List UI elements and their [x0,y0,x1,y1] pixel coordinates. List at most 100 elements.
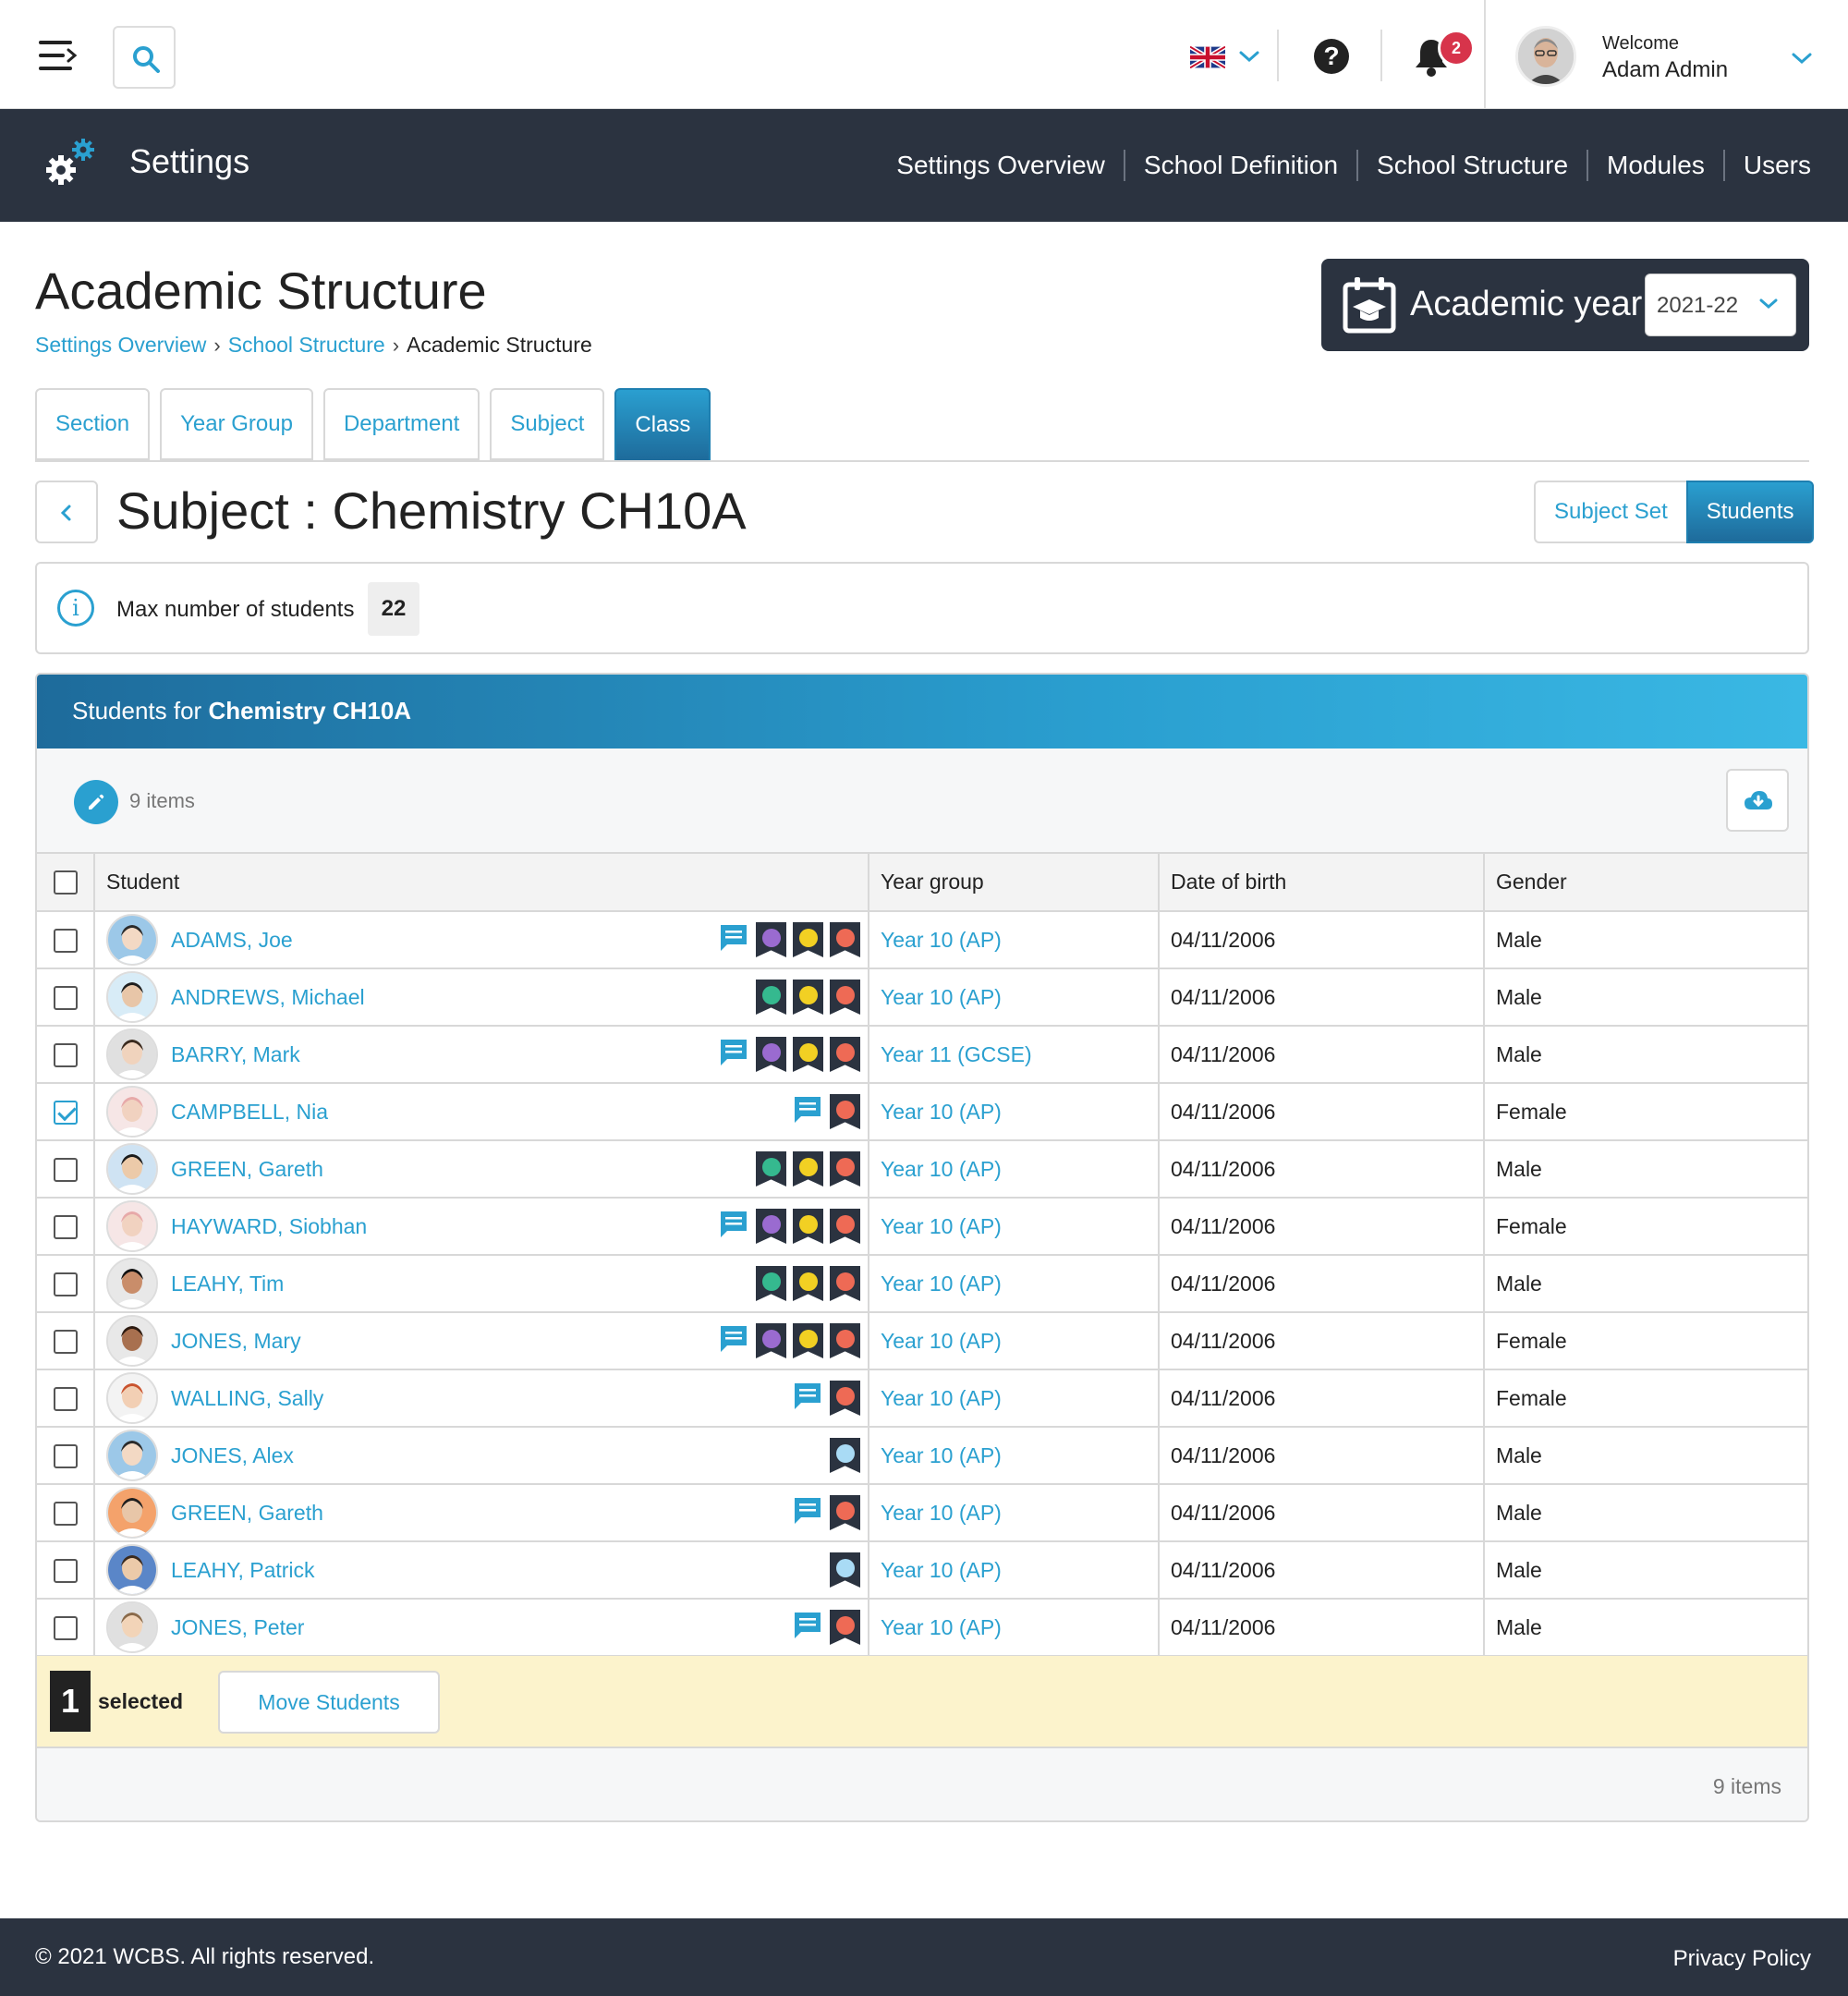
chevron-down-icon[interactable] [1238,48,1260,65]
red-flag-badge-icon[interactable] [830,1381,860,1416]
nav-modules[interactable]: Modules [1607,151,1705,179]
privacy-policy-link[interactable]: Privacy Policy [1672,1946,1811,1971]
table-row[interactable]: HAYWARD, Siobhan Year 10 (AP) 04/11/2006 Fe… [37,1198,1807,1256]
red-flag-badge-icon[interactable] [830,1323,860,1358]
students-button[interactable]: Students [1685,481,1815,543]
red-flag-badge-icon[interactable] [830,1266,860,1301]
student-name-link[interactable]: ANDREWS, Michael [171,984,365,1009]
row-checkbox[interactable] [53,1100,78,1125]
search-button[interactable] [113,26,176,89]
yellow-flag-badge-icon[interactable] [793,1266,823,1301]
row-checkbox[interactable] [53,1615,78,1640]
yellow-flag-badge-icon[interactable] [793,980,823,1015]
breadcrumb-school-structure[interactable]: School Structure [227,333,385,357]
year-group-link[interactable]: Year 10 (AP) [881,1213,1002,1238]
table-row[interactable]: JONES, Mary Year 10 (AP) 04/11/2006 Female [37,1312,1807,1370]
nav-school-definition[interactable]: School Definition [1143,151,1339,179]
student-name-link[interactable]: JONES, Mary [171,1328,301,1353]
red-flag-badge-icon[interactable] [830,1151,860,1187]
nav-settings-overview[interactable]: Settings Overview [896,151,1105,179]
table-row[interactable]: JONES, Peter Year 10 (AP) 04/11/2006 Male [37,1599,1807,1657]
table-row[interactable]: LEAHY, Patrick Year 10 (AP) 04/11/2006 Male [37,1541,1807,1600]
purple-flag-badge-icon[interactable] [756,1037,786,1072]
yellow-flag-badge-icon[interactable] [793,1151,823,1187]
year-group-link[interactable]: Year 11 (GCSE) [881,1041,1032,1066]
yellow-flag-badge-icon[interactable] [793,1209,823,1244]
comment-icon[interactable] [792,1495,823,1530]
red-flag-badge-icon[interactable] [830,1495,860,1530]
student-name-link[interactable]: WALLING, Sally [171,1385,324,1410]
student-name-link[interactable]: CAMPBELL, Nia [171,1099,329,1124]
yellow-flag-badge-icon[interactable] [793,1323,823,1358]
yellow-flag-badge-icon[interactable] [793,1037,823,1072]
year-group-link[interactable]: Year 10 (AP) [881,1442,1002,1467]
red-flag-badge-icon[interactable] [830,922,860,957]
student-name-link[interactable]: HAYWARD, Siobhan [171,1213,368,1238]
lightblue-flag-badge-icon[interactable] [830,1552,860,1588]
comment-icon[interactable] [718,1323,749,1358]
red-flag-badge-icon[interactable] [830,980,860,1015]
breadcrumb-settings-overview[interactable]: Settings Overview [35,333,207,357]
comment-icon[interactable] [718,1037,749,1072]
student-name-link[interactable]: BARRY, Mark [171,1041,300,1066]
table-row[interactable]: JONES, Alex Year 10 (AP) 04/11/2006 Male [37,1427,1807,1485]
row-checkbox[interactable] [53,1272,78,1296]
edit-button[interactable] [74,780,118,824]
nav-school-structure[interactable]: School Structure [1377,151,1569,179]
year-group-link[interactable]: Year 10 (AP) [881,1614,1002,1639]
year-group-link[interactable]: Year 10 (AP) [881,1271,1002,1296]
uk-flag-icon[interactable] [1190,46,1225,68]
student-name-link[interactable]: JONES, Alex [171,1442,294,1467]
row-checkbox[interactable] [53,985,78,1010]
year-group-link[interactable]: Year 10 (AP) [881,1156,1002,1181]
yellow-flag-badge-icon[interactable] [793,922,823,957]
year-group-link[interactable]: Year 10 (AP) [881,1099,1002,1124]
download-button[interactable] [1726,769,1789,832]
red-flag-badge-icon[interactable] [830,1610,860,1645]
purple-flag-badge-icon[interactable] [756,1209,786,1244]
table-row[interactable]: GREEN, Gareth Year 10 (AP) 04/11/2006 Male [37,1484,1807,1542]
academic-year-select[interactable]: 2021-22 [1645,274,1796,336]
table-row[interactable]: LEAHY, Tim Year 10 (AP) 04/11/2006 Male [37,1255,1807,1313]
comment-icon[interactable] [792,1610,823,1645]
tab-subject[interactable]: Subject [490,388,605,460]
row-checkbox[interactable] [53,1042,78,1067]
column-header-date-of-birth[interactable]: Date of birth [1159,854,1485,912]
row-checkbox[interactable] [53,1386,78,1411]
student-name-link[interactable]: LEAHY, Patrick [171,1557,315,1582]
purple-flag-badge-icon[interactable] [756,922,786,957]
student-name-link[interactable]: JONES, Peter [171,1614,305,1639]
select-all-checkbox[interactable] [53,870,78,895]
red-flag-badge-icon[interactable] [830,1209,860,1244]
subject-set-button[interactable]: Subject Set [1534,481,1686,543]
comment-icon[interactable] [792,1094,823,1129]
student-name-link[interactable]: GREEN, Gareth [171,1156,323,1181]
row-checkbox[interactable] [53,1214,78,1239]
red-flag-badge-icon[interactable] [830,1037,860,1072]
row-checkbox[interactable] [53,1329,78,1354]
student-name-link[interactable]: GREEN, Gareth [171,1500,323,1525]
table-row[interactable]: ANDREWS, Michael Year 10 (AP) 04/11/2006 Ma… [37,968,1807,1027]
menu-icon[interactable] [39,37,79,74]
column-header-year-group[interactable]: Year group [869,854,1160,912]
red-flag-badge-icon[interactable] [830,1094,860,1129]
green-flag-badge-icon[interactable] [756,980,786,1015]
purple-flag-badge-icon[interactable] [756,1323,786,1358]
table-row[interactable]: WALLING, Sally Year 10 (AP) 04/11/2006 Fema… [37,1369,1807,1428]
column-header-gender[interactable]: Gender [1484,854,1807,912]
year-group-link[interactable]: Year 10 (AP) [881,1385,1002,1410]
tab-class[interactable]: Class [614,388,711,462]
table-row[interactable]: GREEN, Gareth Year 10 (AP) 04/11/2006 Male [37,1140,1807,1199]
year-group-link[interactable]: Year 10 (AP) [881,1328,1002,1353]
tab-department[interactable]: Department [322,388,480,460]
row-checkbox[interactable] [53,1443,78,1468]
comment-icon[interactable] [792,1381,823,1416]
row-checkbox[interactable] [53,1501,78,1526]
comment-icon[interactable] [718,1209,749,1244]
green-flag-badge-icon[interactable] [756,1151,786,1187]
row-checkbox[interactable] [53,928,78,953]
student-name-link[interactable]: LEAHY, Tim [171,1271,285,1296]
lightblue-flag-badge-icon[interactable] [830,1438,860,1473]
back-button[interactable] [35,481,98,543]
year-group-link[interactable]: Year 10 (AP) [881,1557,1002,1582]
